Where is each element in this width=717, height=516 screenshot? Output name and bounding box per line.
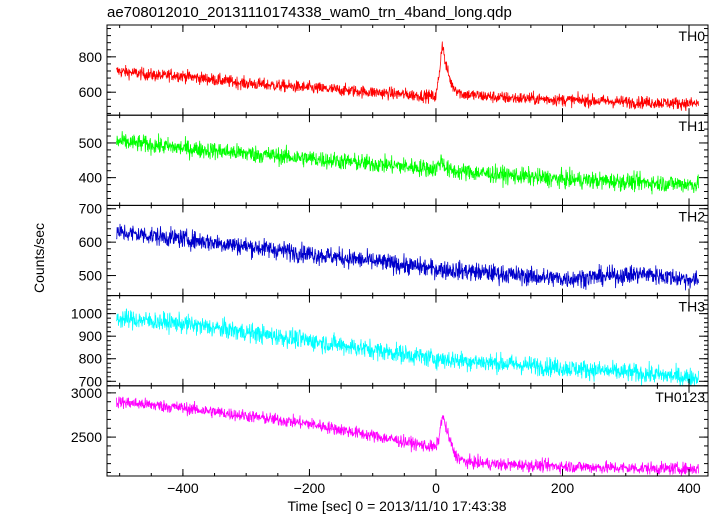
panel-th2: 500 600 700 TH2: [79, 201, 709, 297]
y-tick-label: 500: [79, 268, 103, 284]
panel-frame: [106, 385, 709, 477]
panel-th0: 600 800 TH0: [79, 24, 709, 116]
x-tick-label: −200: [294, 480, 326, 496]
panel-frame: [106, 114, 709, 206]
x-tick-label: 400: [677, 480, 701, 496]
panel-label: TH1: [679, 118, 706, 134]
panel-label: TH0: [679, 28, 706, 44]
y-tick-label: 3000: [71, 385, 102, 401]
panel-label: TH2: [679, 208, 706, 224]
x-tick-label: −400: [167, 480, 199, 496]
x-tick-label: 0: [432, 480, 440, 496]
x-tick-label: 200: [551, 480, 575, 496]
y-tick-label: 400: [79, 170, 103, 186]
y-tick-label: 700: [79, 201, 103, 217]
panel-th1: 400 500 TH1: [79, 114, 709, 206]
series-line-th2: [116, 223, 699, 291]
y-tick-label: 800: [79, 351, 103, 367]
y-tick-label: 600: [79, 84, 103, 100]
panel-th0123: 2500 3000 TH0123: [71, 385, 709, 477]
y-tick-label: 1000: [71, 306, 102, 322]
y-tick-label: 800: [79, 49, 103, 65]
y-tick-label: 700: [79, 373, 103, 389]
y-tick-label: 600: [79, 234, 103, 250]
series-line-th0123: [116, 396, 699, 476]
y-tick-label: 2500: [71, 429, 102, 445]
x-axis-label: Time [sec] 0 = 2013/11/10 17:43:38: [287, 498, 506, 514]
series-line-th3: [116, 308, 699, 386]
chart-panels: 600 800 TH0 400 500 TH1 500 600 700 TH2 700 800 900 1…: [71, 24, 709, 477]
y-axis-label: Counts/sec: [31, 223, 47, 293]
panel-label: TH0123: [655, 389, 705, 405]
series-line-th0: [116, 41, 699, 112]
y-tick-label: 900: [79, 328, 103, 344]
y-tick-label: 500: [79, 135, 103, 151]
panel-th3: 700 800 900 1000 TH3: [71, 295, 709, 389]
panel-label: TH3: [679, 299, 706, 315]
series-line-th1: [116, 131, 699, 195]
x-axis: −400 −200 0 200 400: [167, 480, 701, 496]
chart-title: ae708012010_20131110174338_wam0_trn_4ban…: [107, 4, 512, 21]
